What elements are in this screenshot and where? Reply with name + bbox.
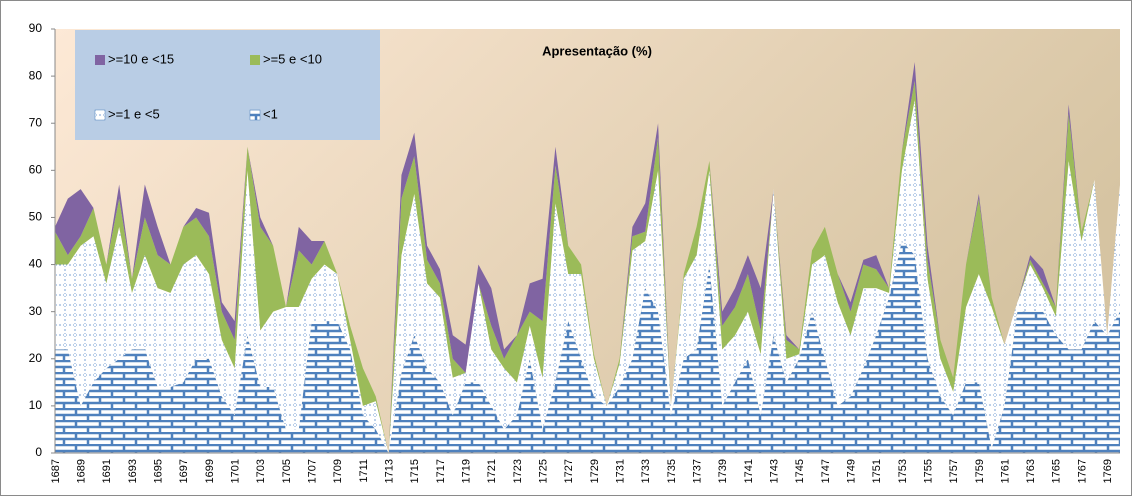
x-tick-label: 1711	[358, 459, 370, 483]
x-tick-label: 1745	[794, 459, 806, 483]
x-tick-label: 1713	[384, 459, 396, 483]
x-tick-label: 1739	[717, 459, 729, 483]
x-tick-label: 1755	[922, 459, 934, 483]
legend-label: >=5 e <10	[263, 51, 322, 66]
y-tick-label: 50	[29, 210, 43, 224]
x-tick-label: 1715	[409, 459, 421, 483]
legend-label: <1	[263, 106, 278, 121]
x-tick-label: 1721	[486, 459, 498, 483]
x-tick-label: 1769	[1102, 459, 1114, 483]
x-tick-label: 1727	[563, 459, 575, 483]
x-tick-label: 1703	[255, 459, 267, 483]
x-tick-label: 1725	[537, 459, 549, 483]
x-tick-label: 1741	[743, 459, 755, 483]
x-tick-label: 1701	[230, 459, 242, 483]
legend-label: >=10 e <15	[108, 51, 174, 66]
x-tick-label: 1733	[640, 459, 652, 483]
legend-swatch	[250, 55, 260, 65]
x-tick-label: 1751	[871, 459, 883, 483]
area-2	[55, 80, 1120, 454]
y-tick-label: 0	[35, 445, 42, 459]
x-tick-label: 1723	[512, 459, 524, 483]
x-tick-label: 1747	[820, 459, 832, 483]
x-tick-label: 1707	[307, 459, 319, 483]
x-tick-label: 1691	[101, 459, 113, 483]
x-tick-label: 1731	[614, 459, 626, 483]
x-tick-label: 1729	[589, 459, 601, 483]
x-tick-label: 1689	[76, 459, 88, 483]
legend-swatch	[95, 55, 105, 65]
y-tick-label: 40	[29, 257, 43, 271]
x-tick-label: 1759	[974, 459, 986, 483]
y-tick-label: 20	[29, 351, 43, 365]
x-tick-label: 1765	[1051, 459, 1063, 483]
x-tick-label: 1705	[281, 459, 293, 483]
legend-swatch	[249, 109, 261, 121]
y-tick-label: 90	[29, 21, 43, 35]
x-tick-label: 1695	[153, 459, 165, 483]
x-tick-label: 1757	[948, 459, 960, 483]
area-0	[55, 241, 1120, 453]
x-tick-label: 1709	[332, 459, 344, 483]
x-tick-label: 1753	[897, 459, 909, 483]
x-tick-label: 1737	[691, 459, 703, 483]
x-tick-label: 1735	[666, 459, 678, 483]
x-tick-label: 1763	[1025, 459, 1037, 483]
x-tick-label: 1687	[50, 459, 62, 483]
area-1	[55, 99, 1120, 454]
x-tick-label: 1697	[178, 459, 190, 483]
legend-box	[75, 30, 380, 140]
legend-label: >=1 e <5	[108, 106, 160, 121]
x-tick-label: 1749	[845, 459, 857, 483]
y-tick-label: 70	[29, 115, 43, 129]
x-tick-label: 1693	[127, 459, 139, 483]
legend-swatch	[94, 109, 106, 121]
y-tick-label: 10	[29, 398, 43, 412]
y-tick-label: 60	[29, 163, 43, 177]
x-tick-label: 1767	[1076, 459, 1088, 483]
y-tick-label: 80	[29, 68, 43, 82]
y-tick-label: 30	[29, 304, 43, 318]
x-tick-label: 1743	[768, 459, 780, 483]
chart-title: Apresentação (%)	[542, 43, 652, 58]
x-tick-label: 1717	[435, 459, 447, 483]
x-tick-label: 1719	[461, 459, 473, 483]
x-tick-label: 1761	[999, 459, 1011, 483]
x-tick-label: 1699	[204, 459, 216, 483]
